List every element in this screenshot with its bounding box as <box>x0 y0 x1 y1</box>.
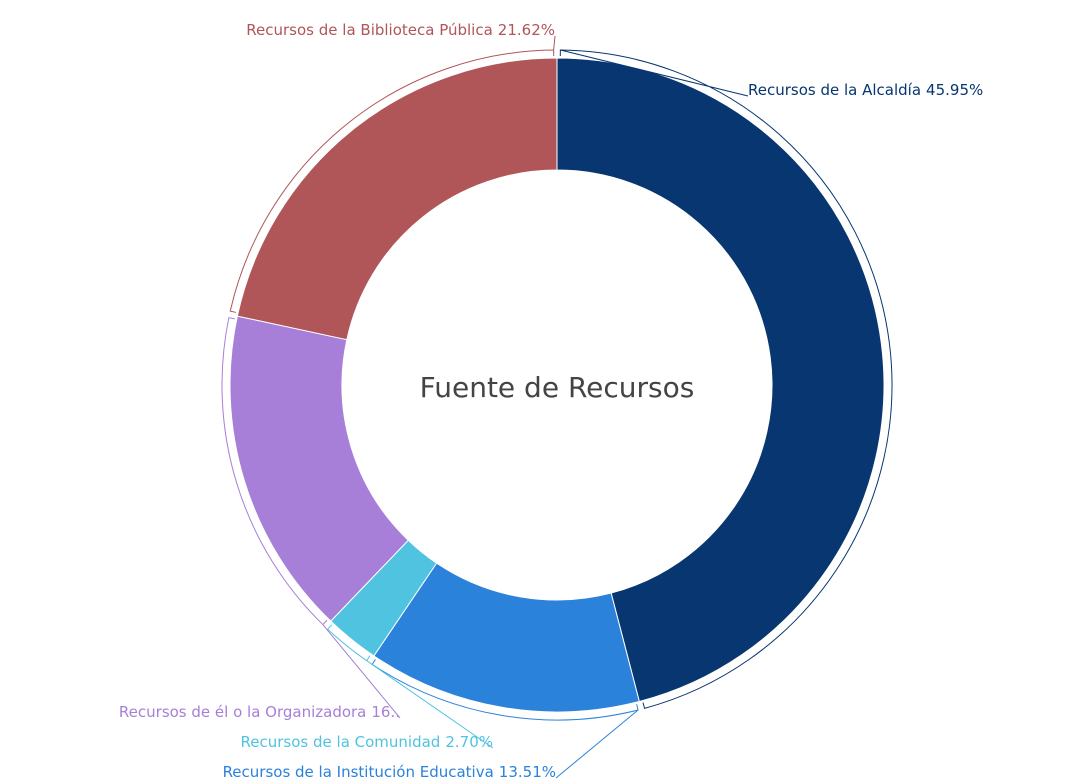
label-name: Recursos de la Comunidad <box>241 733 441 751</box>
donut-slice <box>556 57 885 703</box>
label-bracket <box>229 35 556 313</box>
donut-slice <box>229 315 409 622</box>
data-label: Recursos de la Institución Educativa 13.5… <box>223 763 556 779</box>
label-name: Recursos de la Biblioteca Pública <box>246 21 493 39</box>
label-bracket <box>371 659 639 779</box>
label-bracket <box>326 624 494 749</box>
label-value: 21.62% <box>498 21 555 39</box>
data-label: Recursos de la Alcaldía 45.95% <box>748 81 983 99</box>
label-value: 16.. <box>371 703 400 721</box>
data-label: Recursos de la Biblioteca Pública 21.62% <box>246 21 555 39</box>
data-label: Recursos de él o la Organizadora 16.. <box>119 703 400 721</box>
chart-title: Fuente de Recursos <box>420 371 695 404</box>
donut-slice <box>236 57 558 341</box>
label-value: 2.70% <box>445 733 493 751</box>
label-value: 13.51% <box>499 763 556 779</box>
data-label: Recursos de la Comunidad 2.70% <box>241 733 493 751</box>
label-bracket <box>221 317 401 719</box>
label-name: Recursos de él o la Organizadora <box>119 703 366 721</box>
label-bracket <box>559 49 893 709</box>
label-value: 45.95% <box>926 81 983 99</box>
label-name: Recursos de la Institución Educativa <box>223 763 494 779</box>
label-name: Recursos de la Alcaldía <box>748 81 921 99</box>
